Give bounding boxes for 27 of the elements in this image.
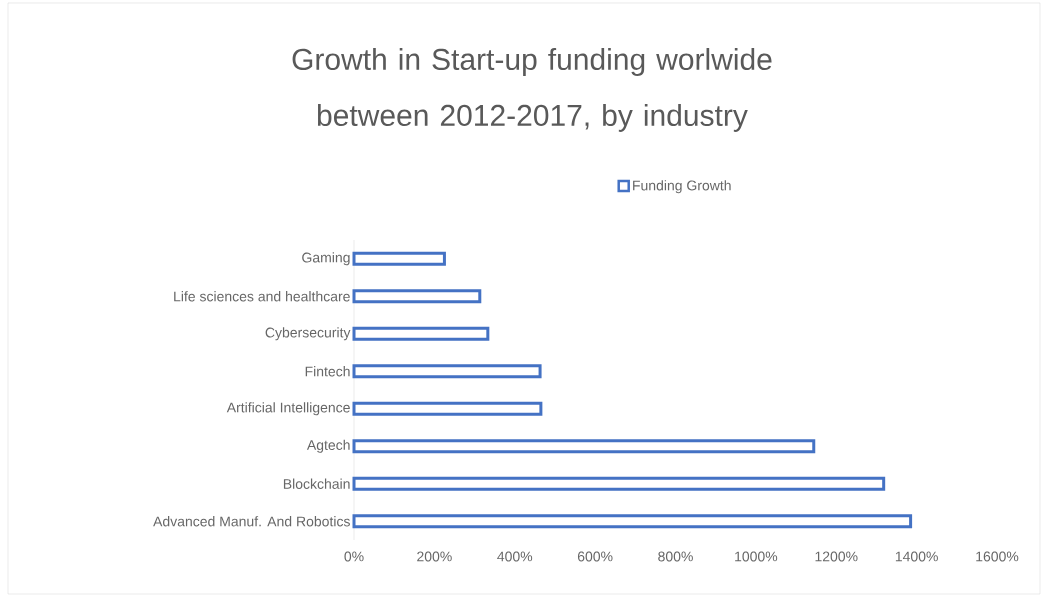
x-tick-label: 600% — [577, 551, 613, 562]
x-tick-label: 1200% — [815, 551, 858, 562]
bar — [352, 401, 543, 416]
y-tick-label: Agtech — [306, 439, 350, 453]
bar — [352, 364, 542, 379]
bar — [352, 476, 886, 491]
x-tick-label: 1400% — [895, 551, 938, 562]
y-tick-label: Gaming — [302, 252, 350, 266]
bar — [352, 289, 482, 304]
y-tick-label: Blockchain — [283, 478, 350, 489]
y-tick-label: Life sciences and healthcare — [174, 291, 350, 302]
x-tick-label: 1000% — [735, 551, 778, 562]
bar — [352, 514, 913, 529]
x-tick-label: 0% — [344, 551, 364, 562]
chart-title: Growth in Start-up funding worlwide between 2012-2017, by industry — [292, 48, 772, 132]
bar — [352, 439, 816, 454]
x-tick-label: 1600% — [976, 551, 1019, 562]
bar — [352, 251, 446, 266]
x-tick-label: 800% — [658, 551, 693, 562]
x-tick-label: 400% — [497, 551, 533, 562]
y-tick-label: Cybersecurity — [265, 327, 351, 341]
legend-label: Funding Growth — [633, 180, 731, 194]
y-tick-label: Artificial Intelligence — [226, 402, 350, 416]
bar — [352, 326, 490, 341]
x-tick-label: 200% — [417, 551, 452, 562]
y-tick-label: Advanced Manuf. And Robotics — [153, 516, 350, 527]
y-tick-label: Fintech — [305, 366, 350, 377]
